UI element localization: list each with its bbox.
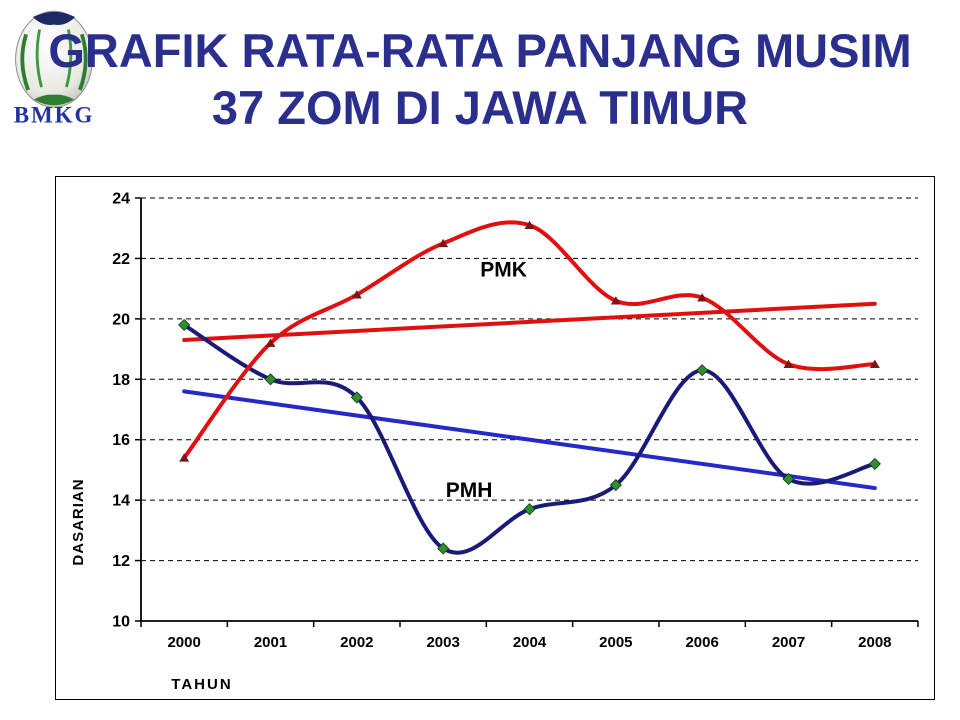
y-tick-label: 20 (112, 311, 130, 328)
data-marker (609, 478, 622, 492)
data-marker (350, 391, 363, 404)
x-tick-label: 2006 (685, 634, 718, 651)
series-labels: PMK PMH (446, 259, 527, 503)
y-axis-title: DASARIAN (70, 478, 87, 565)
data-marker (179, 453, 190, 462)
data-marker (523, 503, 536, 516)
y-tick-label: 24 (112, 191, 130, 208)
x-tick-label: 2007 (772, 634, 805, 651)
chart-area: 10 12 14 16 18 20 22 24 2000 2001 2002 2003 2004 2005… (55, 176, 935, 700)
x-tick-label: 2004 (513, 634, 547, 651)
x-tick-label: 2000 (167, 634, 200, 651)
series-pmk-trend (182, 301, 877, 343)
series-pmh-trend (182, 389, 877, 491)
y-tick-label: 12 (112, 553, 130, 570)
x-tick-label: 2001 (254, 634, 287, 651)
chart-svg: 10 12 14 16 18 20 22 24 2000 2001 2002 2003 2004 2005… (70, 191, 919, 693)
logo-text: BMKG (14, 102, 95, 128)
y-tick-label: 14 (112, 493, 130, 510)
data-marker (610, 296, 621, 305)
data-marker (524, 220, 535, 229)
data-marker (437, 542, 450, 555)
data-marker (783, 359, 794, 368)
data-marker (264, 373, 277, 386)
y-axis: 10 12 14 16 18 20 22 24 (112, 191, 142, 631)
x-tick-label: 2003 (426, 634, 459, 651)
x-tick-label: 2002 (340, 634, 373, 651)
series-label-pmh: PMH (446, 479, 493, 502)
slide-title-line2: 37 ZOM DI JAWA TIMUR (211, 81, 749, 135)
data-marker (782, 472, 795, 486)
series-pmk (179, 220, 880, 462)
data-marker (697, 293, 708, 302)
series-label-pmk: PMK (480, 259, 527, 282)
y-tick-label: 18 (112, 372, 130, 389)
data-marker (696, 364, 709, 377)
globe-egg-icon (15, 10, 93, 108)
y-tick-label: 16 (112, 432, 130, 449)
x-tick-label: 2005 (599, 634, 632, 651)
data-marker (868, 457, 881, 470)
y-tick-label: 22 (112, 251, 130, 268)
data-marker (178, 318, 191, 331)
data-marker (265, 338, 276, 347)
slide-title-line1: GRAFIK RATA-RATA PANJANG MUSIM (48, 24, 912, 77)
slide-title: GRAFIK RATA-RATA PANJANG MUSIM 37 ZOM DI… (0, 22, 960, 137)
series-pmh (178, 318, 881, 555)
x-axis: 2000 2001 2002 2003 2004 2005 2006 2007 2008 (140, 620, 919, 651)
x-axis-title: TAHUN (171, 676, 232, 693)
x-tick-label: 2008 (858, 634, 891, 651)
data-marker (438, 238, 449, 248)
bmkg-logo-graphic: BMKG (14, 10, 95, 128)
bmkg-logo: BMKG (6, 2, 102, 128)
data-marker (351, 290, 362, 299)
data-marker (869, 359, 880, 368)
y-tick-label: 10 (112, 614, 130, 631)
